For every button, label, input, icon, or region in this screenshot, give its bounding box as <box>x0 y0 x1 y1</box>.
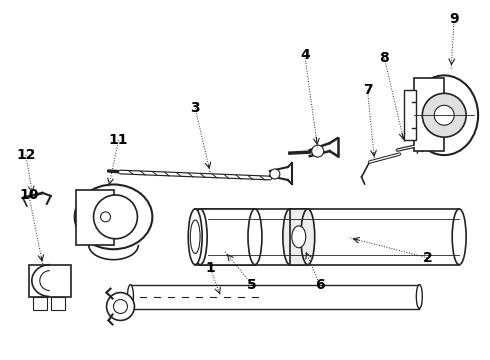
Ellipse shape <box>292 226 306 248</box>
Ellipse shape <box>283 209 297 265</box>
Text: 3: 3 <box>191 101 200 115</box>
Circle shape <box>434 105 454 125</box>
Bar <box>415 78 444 151</box>
Text: 9: 9 <box>449 12 459 26</box>
Bar <box>51 297 65 310</box>
Ellipse shape <box>74 184 152 249</box>
Text: 2: 2 <box>422 251 432 265</box>
Text: 1: 1 <box>205 261 215 275</box>
Circle shape <box>100 212 111 222</box>
Text: 11: 11 <box>109 133 128 147</box>
Circle shape <box>94 195 137 239</box>
Text: 8: 8 <box>380 51 390 66</box>
Ellipse shape <box>188 209 202 265</box>
Ellipse shape <box>416 285 422 309</box>
Text: 4: 4 <box>300 49 310 63</box>
Text: 12: 12 <box>16 148 36 162</box>
Text: 10: 10 <box>19 188 39 202</box>
Ellipse shape <box>190 220 200 253</box>
Bar <box>75 190 114 245</box>
Text: 5: 5 <box>247 278 257 292</box>
Circle shape <box>270 169 280 179</box>
Circle shape <box>312 145 324 157</box>
Bar <box>290 209 308 265</box>
Bar <box>130 285 419 309</box>
Bar <box>29 265 71 297</box>
Circle shape <box>106 293 134 320</box>
Text: 7: 7 <box>363 84 372 97</box>
Bar <box>200 209 459 265</box>
Ellipse shape <box>248 209 262 265</box>
Bar <box>33 297 47 310</box>
Bar <box>404 90 416 140</box>
Ellipse shape <box>410 75 478 155</box>
Circle shape <box>114 300 127 314</box>
Text: 6: 6 <box>315 278 324 292</box>
Bar <box>195 209 255 265</box>
Ellipse shape <box>127 285 133 309</box>
Ellipse shape <box>193 209 207 265</box>
Ellipse shape <box>452 209 466 265</box>
Ellipse shape <box>301 209 315 265</box>
Circle shape <box>422 93 466 137</box>
